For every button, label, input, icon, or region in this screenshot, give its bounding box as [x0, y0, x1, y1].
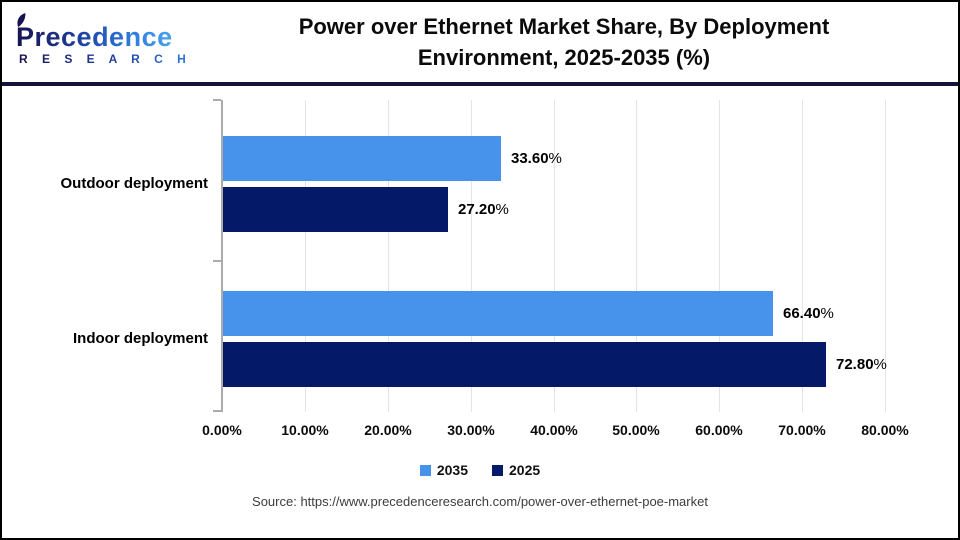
x-axis-tick-label: 40.00% [530, 422, 578, 438]
x-axis-tick-label: 30.00% [447, 422, 495, 438]
legend-item-2035: 2035 [419, 462, 468, 478]
y-axis-line [221, 100, 223, 412]
bar-2025-indoor-deployment [223, 342, 826, 387]
chart-title-line1: Power over Ethernet Market Share, By Dep… [298, 14, 830, 39]
x-axis-tick-label: 80.00% [861, 422, 909, 438]
gridline [305, 100, 306, 412]
legend-label-2035: 2035 [436, 462, 468, 478]
gridline [802, 100, 803, 412]
precedence-logo: Precedence R E S E A R C H [16, 12, 194, 66]
plot-area: 33.60% 27.20% Outdoor deployment 66.40% 72.8… [2, 86, 958, 412]
bar-value-label: 72.80% [836, 356, 887, 373]
x-axis-tick-label: 20.00% [364, 422, 412, 438]
legend-label-2025: 2025 [509, 462, 541, 478]
chart-title-line2: Environment, 2025-2035 (%) [417, 45, 711, 70]
bar-value-label: 66.40% [783, 305, 834, 322]
axis-tick [213, 410, 221, 412]
x-axis-tick-label: 0.00% [202, 422, 242, 438]
bar-2035-outdoor-deployment [223, 136, 501, 181]
axis-tick [213, 260, 221, 262]
axis-tick [213, 99, 221, 101]
legend: 2035 2025 [2, 450, 958, 490]
header: Precedence R E S E A R C H Power over Et… [2, 2, 958, 82]
gridline [388, 100, 389, 412]
x-axis-tick-label: 10.00% [281, 422, 329, 438]
bar-value-label: 33.60% [511, 150, 562, 167]
bar-value-label: 27.20% [458, 201, 509, 218]
leaf-icon [17, 12, 26, 28]
logo-name: Precedence [16, 22, 173, 52]
logo-wordmark: Precedence [16, 12, 173, 52]
x-axis-tick-label: 70.00% [778, 422, 826, 438]
legend-swatch-2035 [419, 464, 431, 476]
x-axis: 0.00% 10.00% 20.00% 30.00% 40.00% 50.00% 60.00… [2, 412, 958, 450]
legend-swatch-2025 [492, 464, 503, 476]
header-divider [2, 82, 958, 86]
gridline [719, 100, 720, 412]
gridline [554, 100, 555, 412]
source-text: Source: https://www.precedenceresearch.c… [252, 494, 708, 509]
x-axis-tick-label: 60.00% [695, 422, 743, 438]
gridline [471, 100, 472, 412]
logo-subtitle: R E S E A R C H [16, 52, 194, 66]
x-axis-tick-label: 50.00% [612, 422, 660, 438]
gridline [885, 100, 886, 412]
category-label-indoor-deployment: Indoor deployment [73, 330, 208, 347]
legend-item-2025: 2025 [492, 462, 540, 478]
bar-2035-indoor-deployment [223, 291, 773, 336]
gridline [636, 100, 637, 412]
bar-2025-outdoor-deployment [223, 187, 448, 232]
category-label-outdoor-deployment: Outdoor deployment [60, 175, 209, 192]
chart-title: Power over Ethernet Market Share, By Dep… [194, 11, 940, 73]
